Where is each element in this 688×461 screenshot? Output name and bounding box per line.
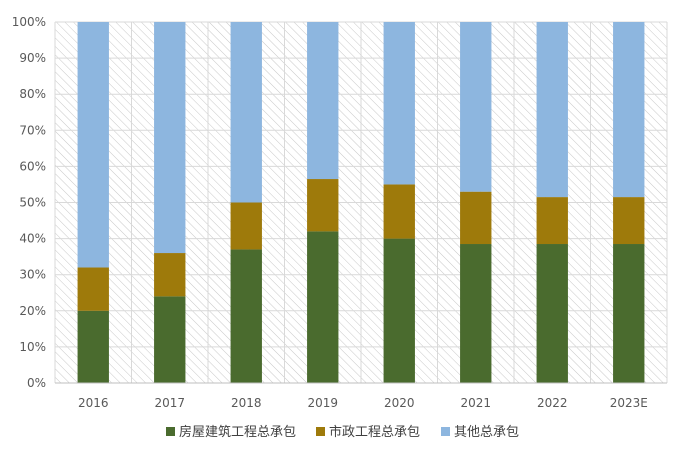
bar-segment xyxy=(154,253,186,297)
bar-segment xyxy=(77,267,109,311)
x-tick-label: 2016 xyxy=(78,396,109,410)
legend-label: 其他总承包 xyxy=(454,425,519,440)
x-tick-label: 2023E xyxy=(610,396,648,410)
y-tick-label: 70% xyxy=(19,123,46,137)
bar-segment xyxy=(307,22,339,180)
bar-segment xyxy=(460,191,492,245)
bar-segment xyxy=(77,310,109,383)
legend-label: 房屋建筑工程总承包 xyxy=(179,424,296,440)
legend: 房屋建筑工程总承包 市政工程总承包 其他总承包 xyxy=(166,424,519,440)
y-tick-label: 40% xyxy=(19,232,46,246)
bar-segment xyxy=(230,249,262,383)
legend-label: 市政工程总承包 xyxy=(329,424,420,440)
x-tick-label: 2022 xyxy=(537,396,568,410)
bar-segment xyxy=(613,22,645,198)
bar-segment xyxy=(154,296,186,383)
bar-segment xyxy=(154,22,186,254)
y-tick-label: 80% xyxy=(19,87,46,101)
x-tick-label: 2020 xyxy=(384,396,415,410)
bar-segment xyxy=(230,22,262,203)
legend-swatch xyxy=(166,427,175,436)
x-tick-label: 2017 xyxy=(154,396,185,410)
axes: 0% 10% 20% 30% 40% 50% 60% 70% 80% 90% 100% 2016 201… xyxy=(12,15,667,410)
legend-swatch xyxy=(316,427,325,436)
bar-segment xyxy=(383,22,415,185)
y-tick-label: 60% xyxy=(19,159,46,173)
y-tick-label: 20% xyxy=(19,304,46,318)
bar-segment xyxy=(307,179,339,232)
bar-segment xyxy=(230,202,262,250)
bar-segment xyxy=(613,244,645,383)
bars xyxy=(77,22,645,383)
bar-segment xyxy=(460,22,492,192)
bar-segment xyxy=(77,22,109,268)
bar-segment xyxy=(536,197,568,245)
bar-segment xyxy=(383,238,415,383)
y-tick-label: 10% xyxy=(19,340,46,354)
x-tick-label: 2021 xyxy=(460,396,491,410)
y-tick-label: 90% xyxy=(19,51,46,65)
y-tick-label: 50% xyxy=(19,196,46,210)
bar-segment xyxy=(307,231,339,383)
y-tick-label: 0% xyxy=(27,376,46,390)
bar-segment xyxy=(383,184,415,239)
bar-segment xyxy=(460,244,492,383)
x-tick-label: 2019 xyxy=(307,396,338,410)
y-tick-label: 100% xyxy=(12,15,46,29)
bar-segment xyxy=(536,22,568,198)
y-tick-label: 30% xyxy=(19,268,46,282)
legend-swatch xyxy=(441,427,450,436)
bar-segment xyxy=(536,244,568,383)
x-tick-label: 2018 xyxy=(231,396,262,410)
bar-segment xyxy=(613,197,645,245)
